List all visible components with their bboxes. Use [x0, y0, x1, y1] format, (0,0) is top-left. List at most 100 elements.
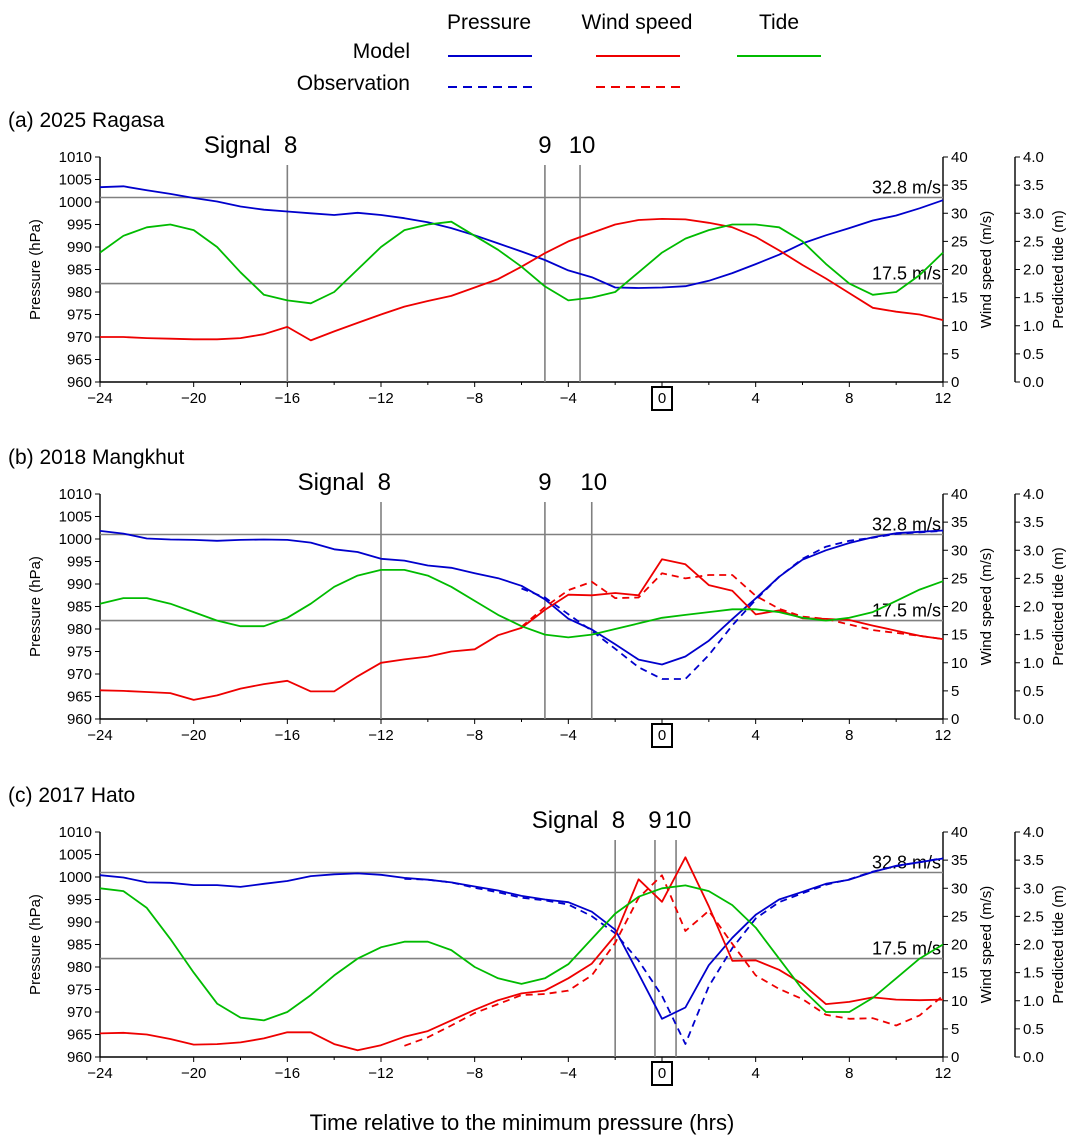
- signal-label: 9: [538, 469, 551, 496]
- wind-tick-label: 20: [951, 262, 968, 279]
- tide-tick-label: 4.0: [1023, 149, 1044, 166]
- wind-tick-label: 0: [951, 711, 959, 728]
- x-tick-label: −8: [466, 1065, 483, 1082]
- tide-tick-label: 3.0: [1023, 880, 1044, 897]
- wind-tick-label: 40: [951, 824, 968, 841]
- tide-tick-label: 1.0: [1023, 993, 1044, 1010]
- x-tick-label: 12: [935, 727, 952, 744]
- wind-tick-label: 40: [951, 149, 968, 166]
- wind-tick-label: 25: [951, 570, 968, 587]
- wind-tick-label: 5: [951, 1021, 959, 1038]
- tide-axis-title: Predicted tide (m): [1050, 885, 1067, 1003]
- tide-tick-label: 1.5: [1023, 965, 1044, 982]
- tide-axis-title: Predicted tide (m): [1050, 547, 1067, 665]
- signal-label: 10: [569, 132, 596, 159]
- signal-label: 10: [665, 807, 692, 834]
- wind-axis-title: Wind speed (m/s): [978, 548, 995, 666]
- tide-tick-label: 0.0: [1023, 711, 1044, 728]
- tide-tick-label: 2.5: [1023, 908, 1044, 925]
- wind-tick-label: 15: [951, 627, 968, 644]
- pressure-tick-label: 960: [67, 1049, 92, 1066]
- x-axis-title: Time relative to the minimum pressure (h…: [310, 1110, 735, 1135]
- wind-tick-label: 0: [951, 374, 959, 391]
- pressure-tick-label: 1005: [59, 509, 92, 526]
- pressure-observation-line: [521, 530, 944, 680]
- pressure-tick-label: 1000: [59, 531, 92, 548]
- wind-model-line: [99, 558, 944, 701]
- zero-marker-box: [651, 1061, 673, 1086]
- wind-tick-label: 5: [951, 346, 959, 363]
- wind-tick-label: 35: [951, 177, 968, 194]
- pressure-tick-label: 990: [67, 576, 92, 593]
- pressure-tick-label: 960: [67, 711, 92, 728]
- wind-axis-title: Wind speed (m/s): [978, 886, 995, 1004]
- wind-tick-label: 20: [951, 937, 968, 954]
- signal-label: Signal 8: [204, 132, 297, 159]
- x-tick-label: −12: [368, 727, 393, 744]
- x-tick-label: −8: [466, 390, 483, 407]
- pressure-tick-label: 990: [67, 239, 92, 256]
- wind-tick-label: 30: [951, 542, 968, 559]
- legend-row-observation: Observation: [297, 72, 410, 95]
- legend: Pressure Wind speed Tide Model Observati…: [297, 11, 821, 95]
- signal-label: Signal 8: [532, 807, 625, 834]
- x-tick-label: 0: [658, 1065, 666, 1082]
- wind-tick-label: 15: [951, 965, 968, 982]
- tide-tick-label: 1.5: [1023, 627, 1044, 644]
- pressure-tick-label: 980: [67, 959, 92, 976]
- x-tick-label: −4: [560, 727, 577, 744]
- chart-panels: (a) 2025 Ragasa9609659709759809859909951…: [8, 109, 1067, 1086]
- pressure-tick-label: 970: [67, 1004, 92, 1021]
- panel-title: (a) 2025 Ragasa: [8, 109, 165, 132]
- x-tick-label: −24: [87, 727, 112, 744]
- wind-tick-label: 25: [951, 233, 968, 250]
- x-tick-label: 8: [845, 1065, 853, 1082]
- wind-tick-label: 35: [951, 514, 968, 531]
- x-tick-label: −12: [368, 1065, 393, 1082]
- x-tick-label: 4: [751, 1065, 759, 1082]
- pressure-tick-label: 1010: [59, 149, 92, 166]
- pressure-model-line: [99, 185, 944, 289]
- x-tick-label: −8: [466, 727, 483, 744]
- pressure-axis-title: Pressure (hPa): [27, 894, 44, 995]
- reference-line-label: 17.5 m/s: [872, 939, 941, 959]
- wind-tick-label: 10: [951, 655, 968, 672]
- chart-panel: (c) 2017 Hato960965970975980985990995100…: [8, 784, 1067, 1086]
- wind-tick-label: 30: [951, 880, 968, 897]
- pressure-tick-label: 985: [67, 937, 92, 954]
- pressure-tick-label: 975: [67, 307, 92, 324]
- wind-tick-label: 0: [951, 1049, 959, 1066]
- tide-tick-label: 3.5: [1023, 514, 1044, 531]
- pressure-tick-label: 970: [67, 329, 92, 346]
- reference-line-label: 32.8 m/s: [872, 515, 941, 535]
- tide-model-line: [99, 569, 944, 639]
- signal-label: 9: [538, 132, 551, 159]
- pressure-tick-label: 960: [67, 374, 92, 391]
- x-tick-label: −16: [275, 1065, 300, 1082]
- x-tick-label: 8: [845, 727, 853, 744]
- wind-observation-line: [520, 572, 944, 640]
- x-tick-label: −20: [181, 1065, 206, 1082]
- pressure-tick-label: 985: [67, 262, 92, 279]
- reference-line-label: 32.8 m/s: [872, 178, 941, 198]
- tide-tick-label: 2.0: [1023, 599, 1044, 616]
- wind-tick-label: 40: [951, 486, 968, 503]
- signal-label: 9: [648, 807, 661, 834]
- x-tick-label: −24: [87, 1065, 112, 1082]
- wind-model-line: [99, 856, 944, 1052]
- tide-model-line: [99, 220, 944, 305]
- x-tick-label: 0: [658, 727, 666, 744]
- wind-tick-label: 35: [951, 852, 968, 869]
- pressure-tick-label: 1000: [59, 194, 92, 211]
- wind-observation-line: [404, 874, 944, 1047]
- pressure-tick-label: 980: [67, 284, 92, 301]
- x-tick-label: −12: [368, 390, 393, 407]
- wind-tick-label: 30: [951, 205, 968, 222]
- pressure-tick-label: 1005: [59, 847, 92, 864]
- tide-tick-label: 1.0: [1023, 318, 1044, 335]
- tide-tick-label: 0.0: [1023, 374, 1044, 391]
- pressure-tick-label: 980: [67, 621, 92, 638]
- pressure-axis-title: Pressure (hPa): [27, 556, 44, 657]
- pressure-observation-line: [404, 857, 944, 1045]
